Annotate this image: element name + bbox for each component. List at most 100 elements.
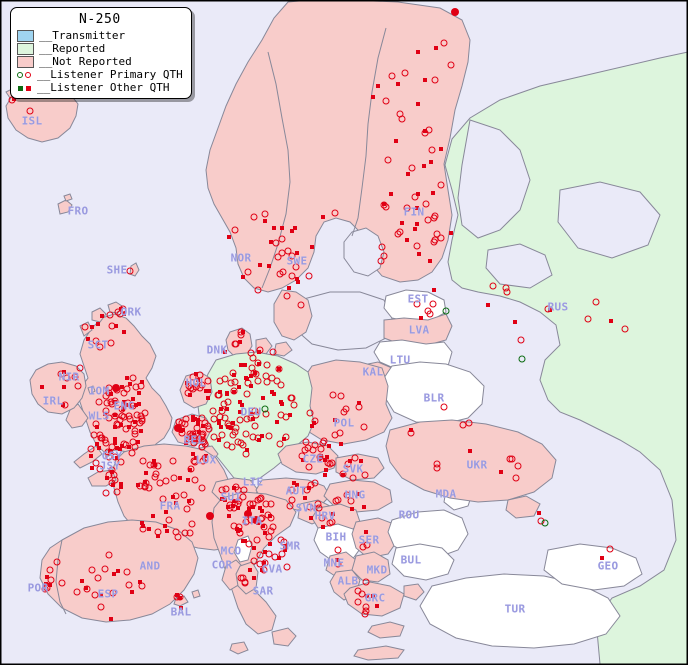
listener-other-qth-marker <box>47 582 52 587</box>
listener-other-qth-marker <box>320 525 325 530</box>
listener-other-qth-marker <box>156 534 161 539</box>
listener-other-qth-marker <box>246 507 251 512</box>
listener-primary-qth-marker <box>231 340 239 347</box>
listener-primary-qth-marker <box>250 213 258 221</box>
listener-primary-qth-marker <box>396 110 404 118</box>
listener-primary-qth-marker <box>384 156 392 164</box>
listener-primary-qth-marker <box>138 582 146 590</box>
listener-primary-qth-marker <box>360 423 368 431</box>
listener-other-qth-marker <box>113 399 117 404</box>
listener-primary-qth-marker <box>252 411 260 419</box>
listener-other-qth-marker <box>256 361 261 366</box>
listener-primary-qth-marker <box>269 523 277 530</box>
listener-primary-qth-marker <box>117 458 125 466</box>
listener-other-qth-marker <box>102 412 107 417</box>
listener-other-qth-marker <box>232 373 237 378</box>
listener-other-qth-marker <box>222 349 227 354</box>
listener-primary-qth-marker <box>272 239 280 247</box>
listener-primary-qth-marker <box>306 409 314 417</box>
listener-other-qth-marker <box>178 429 183 434</box>
listener-primary-qth-marker <box>126 267 134 275</box>
listener-other-qth-marker <box>237 527 242 532</box>
listener-other-qth-marker <box>226 513 231 518</box>
listener-primary-qth-marker <box>101 565 109 572</box>
listener-primary-qth-marker <box>437 234 445 242</box>
listener-primary-qth-marker <box>125 412 133 420</box>
listener-primary-qth-marker <box>279 268 287 276</box>
listener-other-qth-marker <box>423 129 427 134</box>
listener-primary-qth-marker <box>108 443 116 450</box>
listener-other-qth-marker <box>236 505 240 510</box>
listener-other-qth-marker <box>316 457 321 462</box>
listener-other-qth-marker <box>97 446 102 451</box>
listener-primary-qth-marker <box>182 415 190 423</box>
listener-other-qth-marker <box>292 226 297 231</box>
listener-primary-qth-marker <box>81 323 89 331</box>
listener-other-qth-marker <box>110 483 115 488</box>
listener-primary-qth-marker <box>305 272 313 280</box>
listener-cluster-marker <box>244 510 252 518</box>
listener-other-qth-marker <box>248 384 253 389</box>
listener-primary-qth-marker <box>429 300 437 308</box>
listener-other-qth-marker <box>382 201 387 206</box>
listener-primary-qth-marker <box>109 589 117 596</box>
listener-other-qth-marker <box>188 467 192 472</box>
listener-other-qth-marker <box>120 406 125 411</box>
listener-other-qth-marker <box>376 83 381 88</box>
listener-primary-qth-marker <box>288 486 296 494</box>
other-qth-marker-icon <box>17 83 32 93</box>
listener-primary-qth-marker <box>254 359 262 367</box>
listener-other-qth-marker <box>200 423 205 428</box>
listener-other-qth-marker <box>89 465 94 470</box>
listener-primary-qth-marker <box>359 543 367 551</box>
listener-primary-qth-marker <box>204 422 212 429</box>
listener-other-qth-marker <box>419 315 424 320</box>
listener-other-qth-marker <box>232 486 237 491</box>
listener-other-qth-marker <box>334 558 339 562</box>
listener-primary-qth-marker <box>459 421 467 429</box>
listener-primary-qth-marker <box>263 361 271 369</box>
listener-other-qth-marker <box>257 262 262 267</box>
listener-other-qth-marker <box>300 457 305 462</box>
listener-primary-qth-marker <box>106 311 114 319</box>
listener-other-qth-marker <box>295 482 300 487</box>
listener-primary-qth-marker <box>120 389 128 397</box>
listener-other-qth-marker <box>152 459 156 464</box>
listener-primary-qth-marker <box>111 397 119 405</box>
listener-other-qth-marker <box>323 473 328 477</box>
listener-other-qth-marker <box>133 420 138 425</box>
legend-label-primary-qth: __Listener Primary QTH <box>37 67 183 81</box>
listener-primary-qth-marker <box>198 443 206 451</box>
listener-primary-qth-marker <box>71 373 79 381</box>
listener-primary-qth-marker <box>408 164 416 172</box>
listener-primary-qth-marker <box>261 405 269 413</box>
listener-other-qth-marker <box>113 440 118 445</box>
listener-other-qth-marker <box>193 372 198 377</box>
listener-primary-qth-marker <box>592 298 599 306</box>
listener-primary-qth-marker <box>401 69 409 77</box>
listener-primary-qth-marker <box>198 484 206 492</box>
listener-primary-qth-marker <box>274 253 282 261</box>
listener-other-qth-marker <box>165 528 170 533</box>
listener-primary-qth-marker <box>606 545 614 553</box>
listener-other-qth-marker <box>191 432 196 437</box>
listener-other-qth-marker <box>416 49 420 54</box>
listener-primary-qth-marker <box>324 459 332 467</box>
listener-primary-qth-marker <box>433 460 441 468</box>
listener-primary-qth-marker <box>123 568 131 576</box>
listener-other-qth-marker <box>260 509 265 514</box>
listener-other-qth-marker <box>184 381 189 386</box>
listener-primary-qth-marker <box>199 430 207 438</box>
listener-primary-qth-marker <box>276 440 284 448</box>
listener-other-qth-marker <box>240 539 245 543</box>
listener-primary-qth-marker <box>362 578 370 586</box>
listener-other-qth-marker <box>406 172 411 177</box>
listener-other-qth-marker <box>432 287 437 292</box>
listener-primary-qth-marker <box>181 529 189 537</box>
listener-primary-qth-marker <box>243 390 251 398</box>
listener-primary-qth-marker <box>331 209 339 217</box>
listener-primary-qth-marker <box>204 377 212 384</box>
listener-other-qth-marker <box>467 448 472 453</box>
listener-primary-qth-marker <box>169 457 177 464</box>
